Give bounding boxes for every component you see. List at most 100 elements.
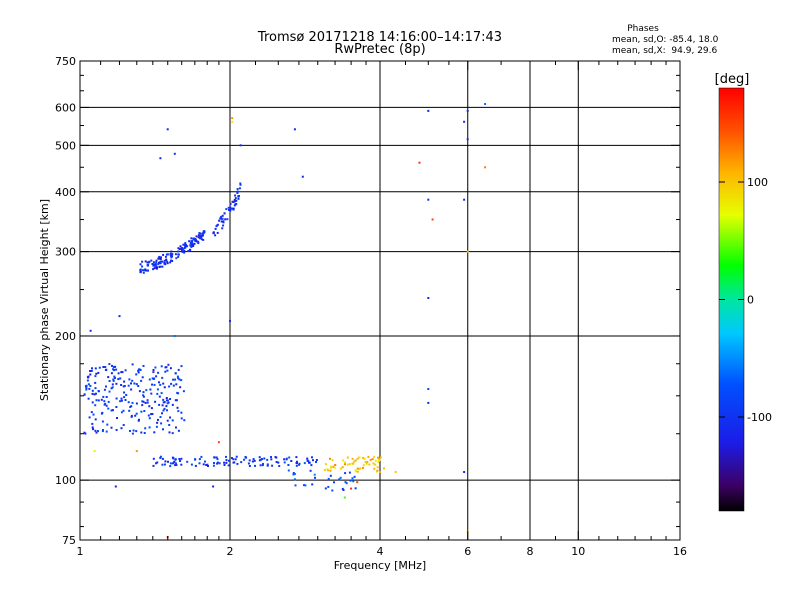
data-point	[172, 384, 175, 387]
data-point	[213, 462, 215, 464]
data-point	[231, 200, 234, 203]
data-point	[259, 464, 262, 467]
data-point	[163, 407, 166, 410]
data-point	[157, 257, 160, 260]
data-point	[218, 462, 221, 465]
data-point	[111, 383, 114, 386]
data-point	[213, 456, 216, 459]
data-point	[111, 409, 114, 412]
data-point	[158, 261, 160, 264]
data-point	[202, 238, 205, 241]
data-point	[233, 204, 236, 207]
data-point	[192, 243, 195, 246]
data-point	[124, 399, 127, 401]
data-point	[164, 255, 167, 258]
data-point	[236, 191, 239, 194]
data-point	[301, 175, 304, 178]
data-point	[118, 315, 121, 318]
data-point	[93, 450, 96, 453]
data-point	[140, 379, 143, 382]
data-point	[188, 240, 191, 243]
data-point	[352, 462, 355, 465]
data-point	[115, 406, 118, 408]
data-point	[183, 250, 186, 252]
data-point	[105, 430, 108, 433]
data-point	[85, 384, 88, 387]
data-point	[179, 460, 182, 462]
data-point	[190, 463, 193, 466]
data-point	[162, 401, 165, 404]
data-point	[194, 239, 197, 242]
data-point	[160, 256, 162, 259]
data-point	[129, 406, 132, 408]
data-point	[198, 237, 201, 240]
data-point	[151, 263, 154, 265]
data-point	[292, 473, 295, 476]
data-point	[158, 403, 161, 406]
data-point	[240, 461, 243, 464]
data-point	[233, 200, 236, 203]
data-point	[154, 366, 157, 369]
data-point	[277, 461, 280, 464]
data-point	[195, 235, 198, 238]
data-point	[222, 220, 225, 223]
data-point	[238, 187, 241, 190]
data-point	[484, 103, 487, 105]
data-point	[166, 402, 169, 405]
data-point	[332, 465, 335, 468]
x-axis-label: Frequency [MHz]	[334, 559, 426, 572]
data-point	[169, 261, 172, 264]
data-point	[174, 399, 177, 402]
data-point	[91, 367, 93, 370]
data-point	[218, 219, 221, 222]
data-point	[92, 428, 94, 431]
data-point	[87, 397, 90, 400]
data-point	[293, 128, 296, 131]
data-point	[212, 464, 215, 467]
data-point	[362, 456, 365, 459]
data-point	[94, 429, 97, 432]
data-point	[94, 418, 97, 421]
data-point	[194, 464, 197, 467]
data-point	[215, 224, 218, 227]
data-point	[167, 363, 170, 366]
data-point	[135, 450, 138, 453]
data-point	[231, 207, 234, 210]
data-point	[144, 427, 147, 430]
data-point	[202, 232, 205, 235]
data-point	[161, 412, 163, 415]
data-point	[179, 245, 182, 248]
data-point	[212, 485, 215, 488]
data-point	[146, 401, 149, 404]
data-point	[146, 399, 149, 402]
data-point	[175, 399, 178, 402]
data-point	[324, 463, 327, 466]
data-point	[111, 364, 113, 367]
data-point	[174, 253, 177, 256]
data-point	[114, 365, 117, 368]
data-point	[141, 376, 144, 379]
data-point	[331, 459, 334, 462]
data-point	[314, 476, 316, 479]
data-point	[234, 194, 237, 197]
data-point	[156, 388, 159, 391]
data-point	[331, 489, 334, 492]
data-point	[115, 382, 118, 385]
data-point	[120, 399, 123, 402]
data-point	[178, 458, 181, 460]
y-tick-labels: 75 100 200 300 400 500 600 750	[55, 55, 76, 547]
data-point	[159, 262, 162, 265]
data-point	[341, 466, 344, 469]
data-point	[87, 383, 90, 386]
data-point	[233, 198, 236, 201]
data-point	[371, 458, 374, 461]
data-point	[199, 232, 202, 235]
data-point	[97, 430, 99, 433]
data-point	[122, 424, 125, 426]
data-point	[333, 481, 335, 484]
data-point	[162, 398, 165, 401]
data-point	[108, 380, 111, 382]
data-point	[190, 240, 193, 243]
data-point	[236, 188, 239, 191]
